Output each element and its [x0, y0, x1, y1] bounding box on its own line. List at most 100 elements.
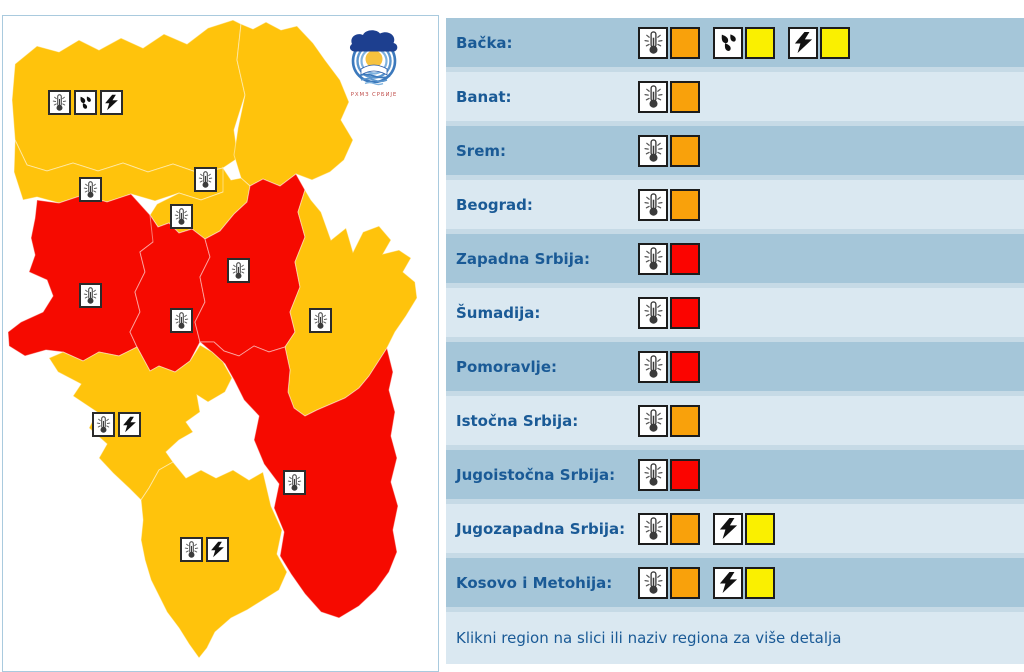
- warning-icons: [638, 458, 700, 491]
- thermometer-icon: [638, 242, 668, 275]
- warning-icons: [638, 26, 850, 59]
- thermometer-icon: [92, 412, 115, 437]
- thermometer-icon: [79, 177, 102, 202]
- map-marker: [92, 412, 141, 437]
- thermometer-icon: [638, 566, 668, 599]
- thermometer-icon: [638, 296, 668, 329]
- thermometer-warning: [638, 566, 700, 599]
- warning-icons: [638, 404, 700, 437]
- map-marker: [170, 308, 193, 333]
- region-link[interactable]: Bačka:: [456, 33, 513, 52]
- thunderstorm-icon: [206, 537, 229, 562]
- map-hint: Klikni region na slici ili naziv regiona…: [446, 612, 1024, 664]
- region-row: Zapadna Srbija:: [446, 234, 1024, 283]
- warning-level-swatch: [745, 512, 775, 545]
- map-region-istocna[interactable]: [284, 188, 418, 417]
- region-row: Pomoravlje:: [446, 342, 1024, 391]
- region-row: Kosovo i Metohija:: [446, 558, 1024, 607]
- region-link[interactable]: Istočna Srbija:: [456, 411, 579, 430]
- thermometer-icon: [638, 26, 668, 59]
- region-link[interactable]: Jugoistočna Srbija:: [456, 465, 616, 484]
- region-link[interactable]: Šumadija:: [456, 303, 541, 322]
- map-marker: [283, 470, 306, 495]
- thunderstorm-icon: [100, 90, 123, 115]
- thermometer-icon: [638, 350, 668, 383]
- warning-level-swatch: [745, 566, 775, 599]
- warning-icons: [638, 350, 700, 383]
- rain-icon: [713, 26, 743, 59]
- thunderstorm-warning: [713, 566, 775, 599]
- map-marker: [309, 308, 332, 333]
- thunderstorm-warning: [713, 512, 775, 545]
- serbia-warning-map: РХМЗ СРБИЈЕ: [2, 15, 439, 672]
- warning-level-swatch: [670, 134, 700, 167]
- region-link[interactable]: Zapadna Srbija:: [456, 249, 590, 268]
- rhmz-logo-emblem: [349, 30, 398, 86]
- thermometer-icon: [638, 80, 668, 113]
- region-row: Bačka:: [446, 18, 1024, 67]
- warning-icons: [638, 242, 700, 275]
- warning-icons: [638, 188, 700, 221]
- warning-icons: [638, 512, 775, 545]
- region-row: Beograd:: [446, 180, 1024, 229]
- region-link[interactable]: Kosovo i Metohija:: [456, 573, 613, 592]
- thunderstorm-warning: [788, 26, 850, 59]
- thermometer-warning: [638, 80, 700, 113]
- map-marker: [180, 537, 229, 562]
- warning-level-swatch: [670, 296, 700, 329]
- warning-level-swatch: [670, 188, 700, 221]
- warning-level-swatch: [670, 458, 700, 491]
- region-row: Banat:: [446, 72, 1024, 121]
- warning-level-swatch: [745, 26, 775, 59]
- region-row: Istočna Srbija:: [446, 396, 1024, 445]
- warning-icons: [638, 566, 775, 599]
- map-region-banat[interactable]: [233, 21, 354, 187]
- region-link[interactable]: Jugozapadna Srbija:: [456, 519, 626, 538]
- map-marker: [227, 258, 250, 283]
- thermometer-warning: [638, 296, 700, 329]
- thermometer-icon: [283, 470, 306, 495]
- thermometer-icon: [638, 458, 668, 491]
- map-marker: [170, 204, 193, 229]
- region-link[interactable]: Beograd:: [456, 195, 533, 214]
- thermometer-warning: [638, 458, 700, 491]
- map-region-backa[interactable]: [11, 19, 246, 174]
- thermometer-warning: [638, 26, 700, 59]
- hint-text: Klikni region na slici ili naziv regiona…: [456, 629, 842, 647]
- thermometer-icon: [170, 308, 193, 333]
- warning-icons: [638, 80, 700, 113]
- warning-level-swatch: [670, 80, 700, 113]
- thermometer-icon: [638, 404, 668, 437]
- thermometer-icon: [638, 134, 668, 167]
- region-row: Jugoistočna Srbija:: [446, 450, 1024, 499]
- region-rows: Bačka: Banat: Srem: Beograd: Zapadna Srbija:…: [446, 18, 1024, 664]
- thunderstorm-icon: [713, 566, 743, 599]
- thermometer-icon: [48, 90, 71, 115]
- thunderstorm-icon: [788, 26, 818, 59]
- thermometer-icon: [638, 512, 668, 545]
- thermometer-warning: [638, 404, 700, 437]
- thermometer-icon: [309, 308, 332, 333]
- map-marker: [79, 283, 102, 308]
- rain-icon: [74, 90, 97, 115]
- warning-level-swatch: [670, 26, 700, 59]
- region-link[interactable]: Srem:: [456, 141, 507, 160]
- region-row: Šumadija:: [446, 288, 1024, 337]
- warning-level-swatch: [670, 350, 700, 383]
- thunderstorm-icon: [118, 412, 141, 437]
- thermometer-icon: [180, 537, 203, 562]
- logo-caption: РХМЗ СРБИЈЕ: [350, 91, 398, 98]
- map-marker: [48, 90, 123, 115]
- warning-level-swatch: [670, 242, 700, 275]
- thermometer-warning: [638, 188, 700, 221]
- warning-icons: [638, 134, 700, 167]
- region-link[interactable]: Pomoravlje:: [456, 357, 557, 376]
- region-link[interactable]: Banat:: [456, 87, 512, 106]
- thermometer-warning: [638, 350, 700, 383]
- thermometer-warning: [638, 134, 700, 167]
- thermometer-icon: [194, 167, 217, 192]
- warning-level-swatch: [670, 404, 700, 437]
- rain-warning: [713, 26, 775, 59]
- thermometer-warning: [638, 242, 700, 275]
- region-row: Srem:: [446, 126, 1024, 175]
